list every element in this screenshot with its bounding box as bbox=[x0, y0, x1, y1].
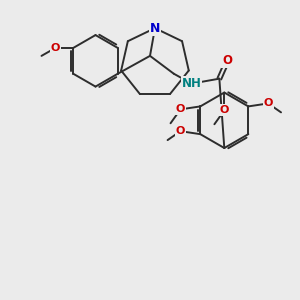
Text: O: O bbox=[176, 126, 185, 136]
Text: N: N bbox=[150, 22, 160, 34]
Text: NH: NH bbox=[182, 77, 202, 90]
Text: O: O bbox=[222, 54, 232, 67]
Text: O: O bbox=[220, 105, 229, 116]
Text: O: O bbox=[176, 104, 185, 114]
Text: O: O bbox=[51, 43, 60, 53]
Text: O: O bbox=[263, 98, 273, 108]
